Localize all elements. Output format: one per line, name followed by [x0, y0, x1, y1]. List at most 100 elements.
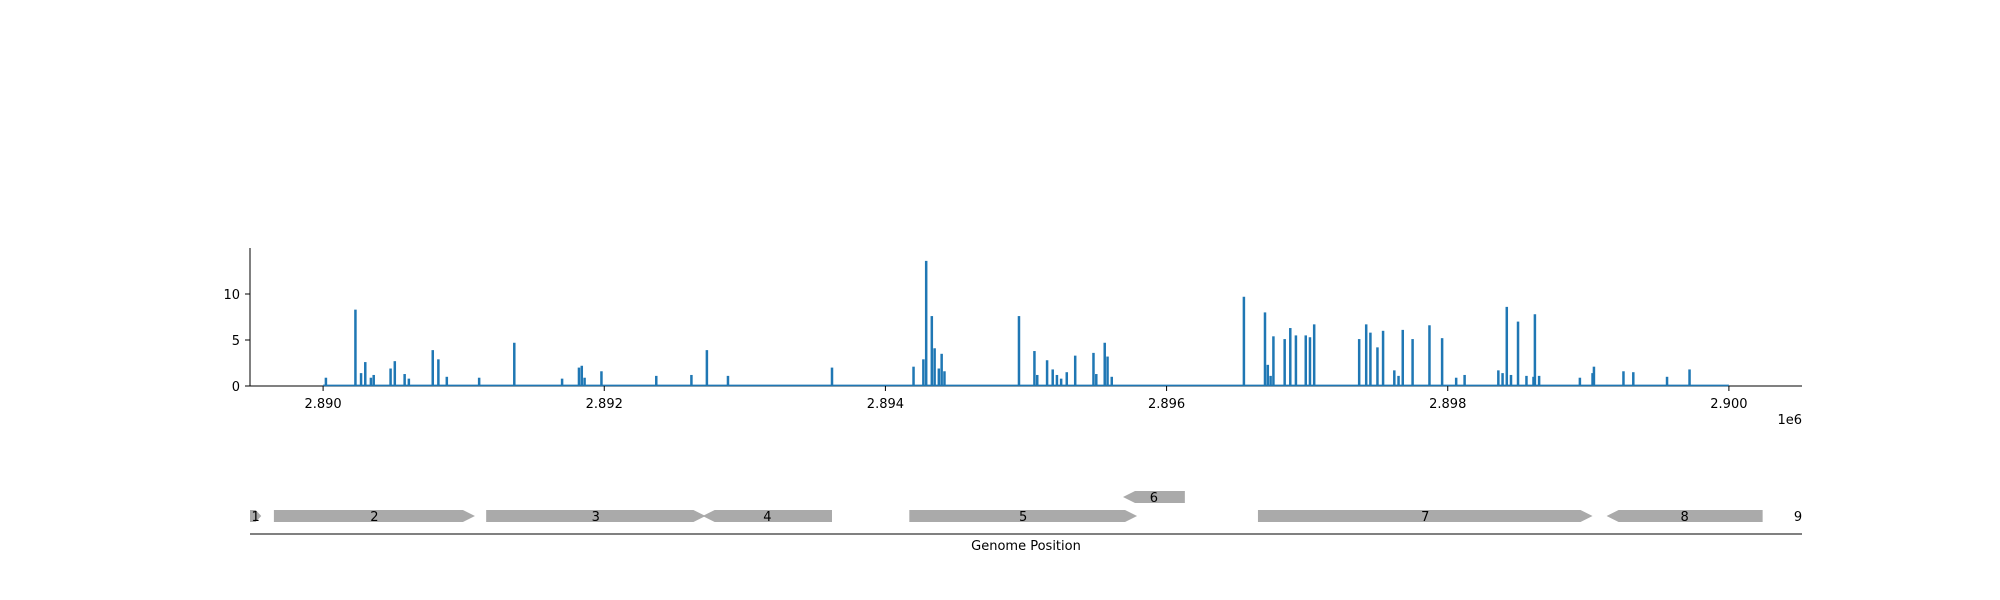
- x-tick-label: 2.898: [1429, 397, 1466, 412]
- coverage-bar: [1055, 374, 1059, 386]
- coverage-bar: [1035, 374, 1039, 386]
- y-tick-label: 5: [232, 334, 240, 349]
- coverage-bar: [705, 350, 709, 386]
- gene-label: 3: [592, 510, 600, 525]
- coverage-bar: [726, 375, 730, 386]
- x-tick-label: 2.892: [586, 397, 623, 412]
- coverage-bar: [1665, 376, 1669, 386]
- coverage-bar: [1516, 321, 1520, 386]
- coverage-bar: [1283, 339, 1286, 386]
- coverage-bar: [1110, 376, 1114, 386]
- coverage-bar: [830, 367, 834, 386]
- coverage-bar: [1411, 339, 1414, 386]
- gene-arrow: [486, 510, 706, 522]
- coverage-bars: [324, 260, 1691, 386]
- gene-arrow: [1257, 510, 1593, 522]
- x-ticks: 2.890 2.892 2.894 2.896 2.898 2.900: [304, 386, 1748, 412]
- coverage-bar: [1533, 314, 1537, 386]
- coverage-bar: [372, 374, 375, 386]
- coverage-bar: [324, 377, 328, 386]
- gene-label: 7: [1421, 510, 1429, 525]
- y-tick-label: 0: [232, 380, 240, 395]
- coverage-bar: [1505, 306, 1509, 386]
- gene-label: 6: [1150, 491, 1158, 506]
- y-ticks: 0 5 10: [223, 288, 250, 395]
- coverage-bar: [1312, 324, 1316, 386]
- coverage-bar: [1381, 330, 1385, 386]
- coverage-bar: [1357, 339, 1361, 386]
- coverage-bar: [1632, 372, 1635, 386]
- coverage-bar: [1308, 337, 1312, 386]
- coverage-bar: [560, 378, 564, 386]
- coverage-bar: [1272, 336, 1275, 386]
- coverage-bar: [1092, 352, 1095, 386]
- gene-arrow: [273, 510, 475, 522]
- coverage-bar: [577, 367, 581, 386]
- coverage-bar: [1294, 335, 1298, 386]
- y-tick-label: 10: [223, 288, 240, 303]
- gene-label: 1: [251, 510, 259, 525]
- coverage-bar: [1073, 355, 1077, 386]
- coverage-bar: [389, 368, 392, 386]
- coverage-bar: [600, 371, 603, 386]
- coverage-bar: [1393, 370, 1396, 386]
- coverage-bar: [1440, 338, 1444, 386]
- coverage-bar: [1463, 374, 1466, 386]
- coverage-bar: [1266, 364, 1270, 386]
- coverage-bar: [1263, 312, 1267, 386]
- x-offset-label: 1e6: [1777, 413, 1802, 428]
- x-axis-label: Genome Position: [971, 539, 1081, 554]
- gene-label: 2: [370, 510, 378, 525]
- coverage-bar: [1401, 329, 1405, 386]
- coverage-bar: [1051, 369, 1054, 386]
- coverage-bar: [924, 260, 928, 386]
- coverage-bar: [369, 377, 373, 386]
- gene-arrow: [702, 510, 832, 522]
- coverage-bar: [1592, 366, 1596, 386]
- coverage-bar: [1497, 370, 1500, 386]
- x-tick-label: 2.894: [867, 397, 904, 412]
- coverage-bar: [477, 377, 481, 386]
- x-tick-label: 2.896: [1148, 397, 1185, 412]
- coverage-bar: [403, 374, 406, 386]
- coverage-bar: [1369, 332, 1372, 386]
- coverage-bar: [1688, 369, 1691, 386]
- gene-label: 5: [1019, 510, 1027, 525]
- coverage-bar: [1095, 374, 1098, 386]
- coverage-bar: [1397, 375, 1400, 386]
- coverage-bar: [1364, 324, 1368, 386]
- coverage-bar: [655, 375, 658, 386]
- coverage-bar: [1106, 356, 1109, 386]
- coverage-bar: [393, 361, 397, 386]
- gene-features: 1 2 3 4 5 6 7 8 9: [250, 491, 1802, 525]
- coverage-bar: [1033, 351, 1036, 386]
- gene-map: 1 2 3 4 5 6 7 8 9 Genome Position: [250, 491, 1802, 554]
- coverage-bar: [940, 353, 943, 386]
- coverage-bar: [1578, 377, 1582, 386]
- coverage-bar: [1017, 316, 1021, 386]
- coverage-bar: [1065, 372, 1069, 386]
- coverage-bar: [354, 309, 357, 386]
- coverage-bar: [690, 374, 693, 386]
- coverage-bar: [1376, 347, 1379, 386]
- gene-arrow: [1123, 491, 1185, 503]
- gene-label: 9: [1794, 510, 1802, 525]
- coverage-bar: [437, 359, 440, 386]
- coverage-bar: [407, 378, 411, 386]
- coverage-bar: [1242, 296, 1246, 386]
- coverage-bar: [364, 362, 367, 386]
- coverage-bar: [930, 316, 934, 386]
- coverage-bar: [1509, 374, 1513, 386]
- coverage-bar: [1289, 328, 1292, 386]
- coverage-bar: [445, 376, 449, 386]
- coverage-bar: [937, 368, 941, 386]
- coverage-bar: [1532, 376, 1535, 386]
- coverage-bar: [922, 359, 925, 386]
- coverage-bar: [1428, 325, 1431, 386]
- coverage-bar: [943, 371, 946, 386]
- coverage-bar: [1501, 373, 1504, 386]
- coverage-bar: [1269, 375, 1272, 386]
- gene-label: 4: [763, 510, 771, 525]
- gene-arrow: [909, 510, 1138, 522]
